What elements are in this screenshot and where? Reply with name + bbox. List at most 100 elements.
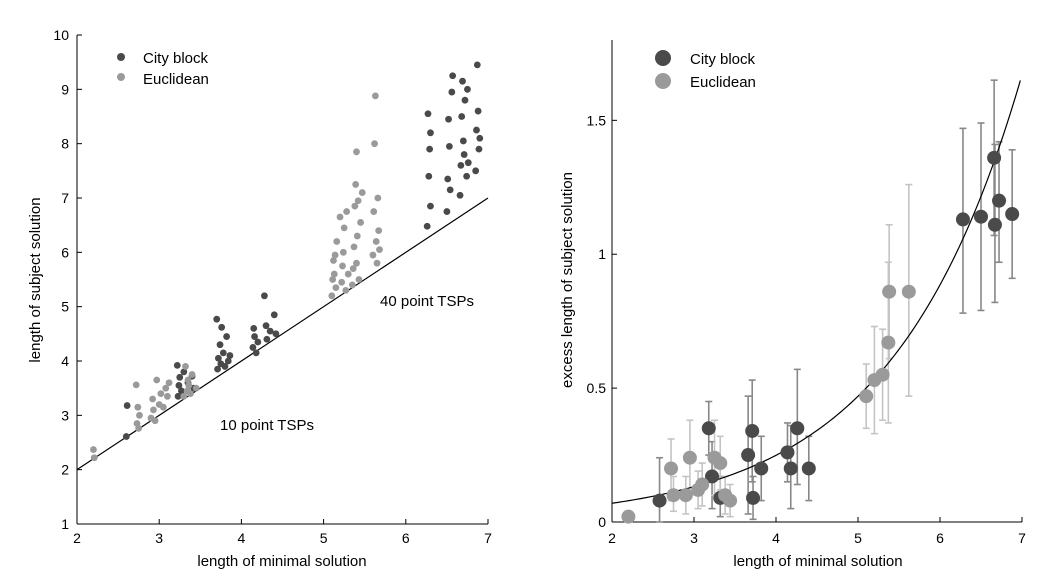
annotation-10-point: 10 point TSPs: [220, 417, 314, 434]
right-point-euclidean: [666, 488, 681, 503]
right-point-city-block: [783, 461, 798, 476]
left-point-city-block: [476, 134, 484, 142]
left-point-city-block: [226, 352, 234, 359]
left-y-tick-label: 9: [61, 81, 69, 97]
left-point-euclidean: [371, 92, 379, 100]
right-data-points: [621, 150, 1020, 524]
left-x-tick-label: 6: [402, 530, 410, 546]
left-point-city-block: [459, 137, 467, 145]
left-point-euclidean: [153, 376, 161, 384]
left-legend-marker-euclidean: [117, 73, 125, 81]
left-point-euclidean: [343, 208, 351, 215]
left-y-tick-label: 4: [61, 353, 69, 369]
right-errorbar-panel: 2 3 4 5 6 7 0 0.5 1 1.5 length of minimal soluti…: [559, 40, 1026, 570]
left-point-euclidean: [90, 454, 98, 462]
right-legend-label-city-block: City block: [690, 51, 756, 68]
left-point-euclidean: [332, 284, 340, 292]
left-point-city-block: [427, 202, 434, 210]
right-point-euclidean: [695, 477, 710, 492]
left-identity-line: [76, 197, 489, 471]
left-point-city-block: [249, 344, 257, 351]
right-point-city-block: [801, 461, 816, 476]
right-point-city-block: [746, 490, 761, 505]
right-legend-label-euclidean: Euclidean: [690, 74, 756, 91]
left-point-city-block: [457, 162, 465, 169]
left-point-city-block: [460, 151, 468, 158]
left-y-tick-label: 5: [61, 299, 69, 315]
right-x-tick-label: 3: [690, 530, 698, 546]
left-legend-marker-city-block: [117, 53, 125, 61]
right-fit-curve: [611, 80, 1021, 504]
right-point-city-block: [790, 421, 805, 436]
right-point-euclidean: [901, 284, 916, 299]
left-point-city-block: [459, 77, 466, 85]
left-point-city-block: [214, 354, 222, 362]
left-point-city-block: [224, 357, 232, 365]
left-point-euclidean: [338, 278, 346, 286]
left-point-city-block: [464, 85, 471, 93]
left-x-tick-label: 3: [155, 530, 163, 546]
left-point-euclidean: [164, 392, 171, 400]
left-point-euclidean: [182, 363, 189, 370]
left-point-city-block: [173, 361, 181, 369]
right-point-euclidean: [859, 389, 874, 404]
right-point-city-block: [705, 469, 720, 484]
left-data-points: [90, 61, 484, 462]
left-point-euclidean: [192, 384, 200, 392]
left-point-euclidean: [355, 276, 363, 283]
left-point-euclidean: [370, 208, 378, 215]
left-point-city-block: [424, 110, 432, 118]
left-point-city-block: [251, 333, 258, 340]
left-point-city-block: [266, 327, 274, 335]
right-legend-marker-city-block: [655, 50, 671, 66]
right-y-tick-label: 1.5: [587, 112, 607, 128]
left-point-euclidean: [185, 382, 193, 389]
left-legend-label-euclidean: Euclidean: [143, 71, 209, 88]
left-point-euclidean: [188, 371, 196, 378]
left-point-city-block: [174, 392, 182, 400]
left-point-city-block: [272, 330, 280, 338]
left-point-city-block: [449, 72, 457, 80]
left-y-tick-labels: 1 2 3 4 5 6 7 8 9 10: [53, 27, 69, 532]
left-point-euclidean: [354, 197, 362, 205]
right-y-tick-label: 0.5: [587, 380, 607, 396]
right-point-euclidean: [664, 461, 679, 476]
left-point-euclidean: [340, 224, 348, 232]
left-x-tick-label: 7: [484, 530, 492, 546]
right-x-tick-labels: 2 3 4 5 6 7: [608, 530, 1026, 546]
left-point-city-block: [472, 167, 480, 175]
left-point-euclidean: [151, 417, 159, 425]
left-point-city-block: [445, 142, 453, 150]
annotation-40-point: 40 point TSPs: [380, 293, 474, 310]
left-point-city-block: [475, 145, 483, 153]
left-point-euclidean: [352, 181, 360, 188]
right-point-city-block: [652, 493, 667, 508]
right-point-euclidean: [881, 335, 896, 350]
left-axes: [76, 34, 489, 525]
left-point-euclidean: [353, 259, 360, 267]
left-point-euclidean: [328, 292, 336, 300]
left-point-city-block: [427, 129, 434, 137]
right-x-tick-label: 4: [772, 530, 780, 546]
right-point-city-block: [1005, 207, 1020, 222]
left-point-euclidean: [357, 219, 364, 226]
right-legend-marker-euclidean: [655, 73, 671, 89]
left-point-city-block: [463, 172, 471, 180]
left-point-city-block: [473, 126, 480, 134]
right-point-city-block: [987, 217, 1002, 232]
left-legend-label-city-block: City block: [143, 50, 209, 67]
right-point-euclidean: [682, 450, 697, 465]
left-point-euclidean: [149, 395, 157, 403]
left-point-city-block: [473, 61, 481, 69]
left-point-city-block: [443, 208, 451, 215]
left-point-euclidean: [331, 251, 339, 259]
left-point-euclidean: [358, 189, 366, 196]
left-point-city-block: [456, 191, 464, 199]
left-point-euclidean: [376, 246, 383, 254]
left-point-city-block: [122, 433, 130, 440]
left-point-euclidean: [180, 392, 188, 400]
right-point-euclidean: [678, 488, 693, 503]
left-y-tick-label: 10: [53, 27, 69, 43]
left-point-city-block: [426, 145, 434, 153]
right-y-tick-label: 1: [598, 246, 606, 262]
